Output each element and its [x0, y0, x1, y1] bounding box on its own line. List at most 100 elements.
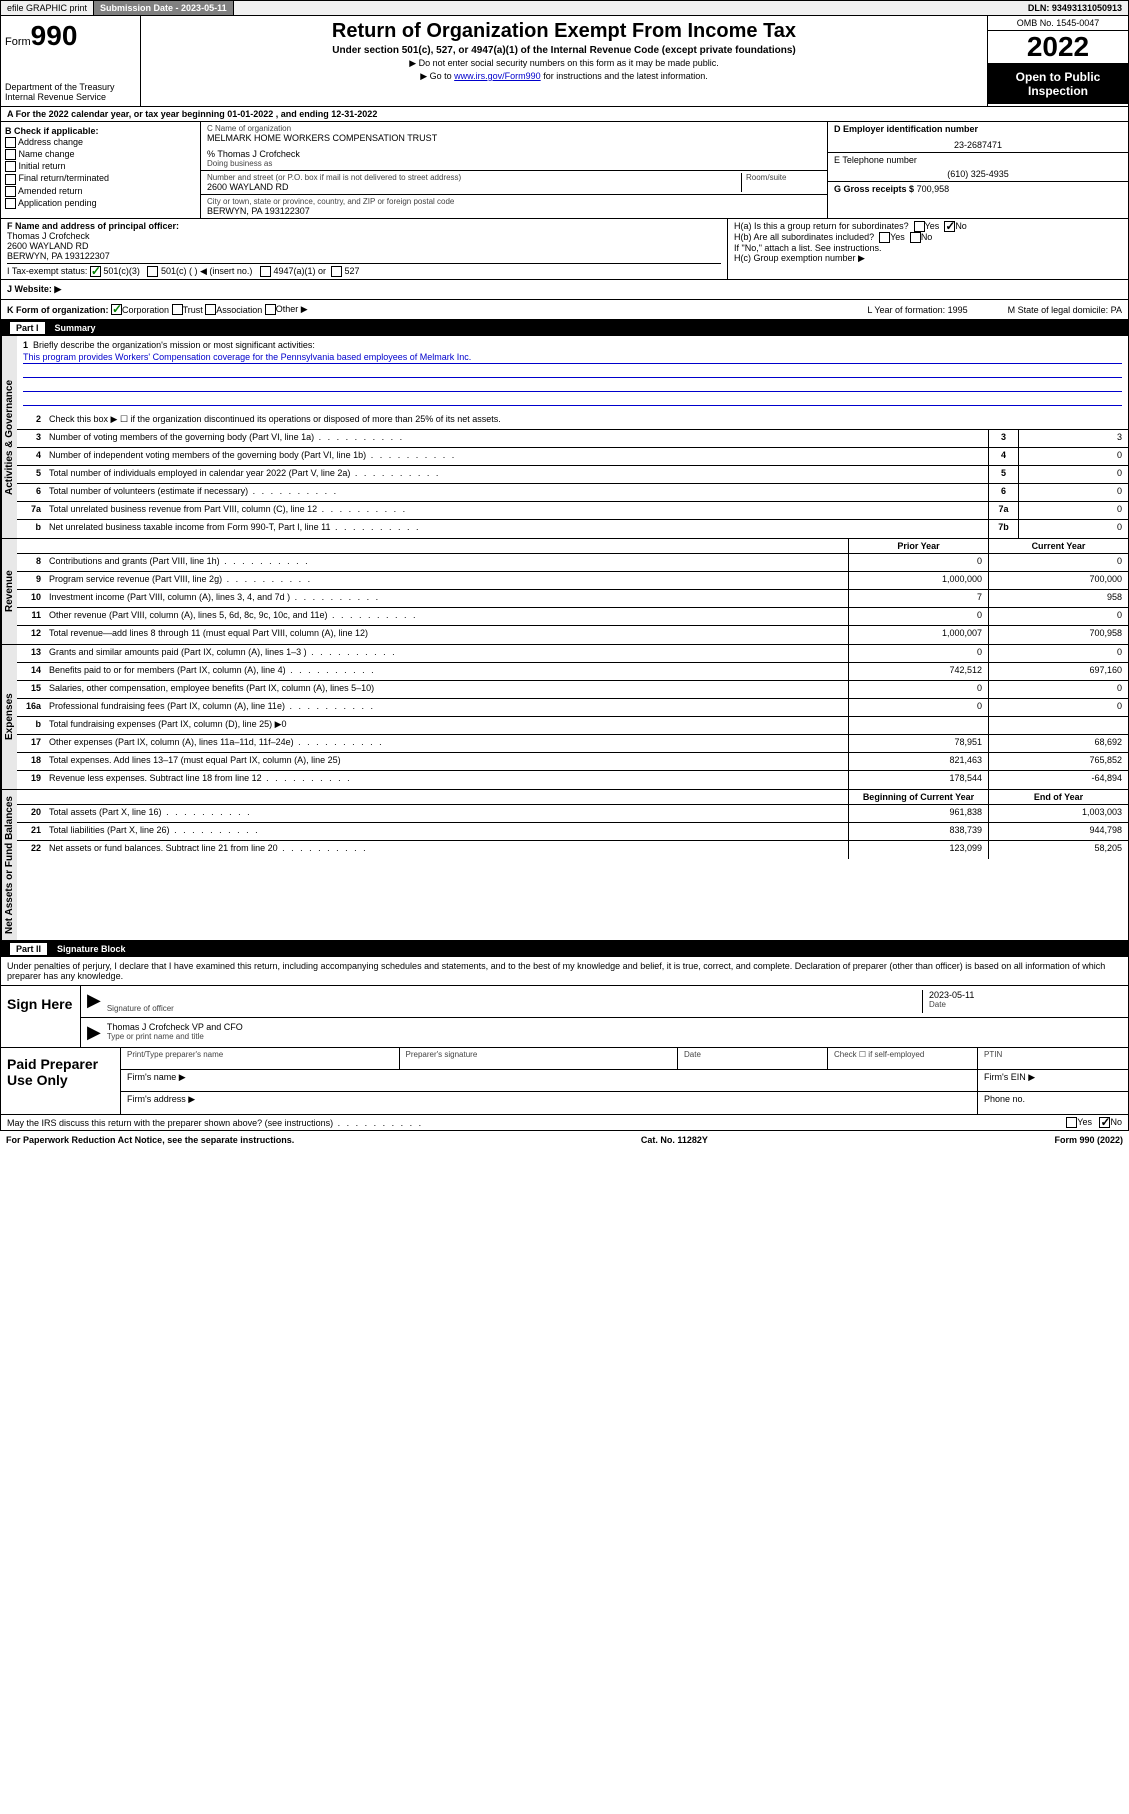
i-label: I Tax-exempt status:: [7, 266, 87, 276]
col-b-header: B Check if applicable:: [5, 126, 196, 136]
p8: 0: [848, 554, 988, 571]
submission-date-button[interactable]: Submission Date - 2023-05-11: [94, 1, 234, 15]
line1: 1 Briefly describe the organization's mi…: [17, 336, 1128, 412]
line18: Total expenses. Add lines 13–17 (must eq…: [45, 753, 848, 770]
irs-label: Internal Revenue Service: [5, 92, 136, 102]
f-name: Thomas J Crofcheck: [7, 231, 721, 241]
dba-label: Doing business as: [207, 159, 821, 168]
p12: 1,000,007: [848, 626, 988, 644]
ein-value: 23-2687471: [834, 140, 1122, 150]
p15: 0: [848, 681, 988, 698]
check-501c[interactable]: [147, 266, 158, 277]
sig-date-value: 2023-05-11: [929, 990, 1122, 1000]
phone-value: (610) 325-4935: [834, 169, 1122, 179]
side-expenses: Expenses: [1, 645, 17, 789]
line11: Other revenue (Part VIII, column (A), li…: [45, 608, 848, 625]
city-box: City or town, state or province, country…: [201, 195, 827, 218]
val7b: 0: [1018, 520, 1128, 538]
c12: 700,958: [988, 626, 1128, 644]
side-netassets: Net Assets or Fund Balances: [1, 790, 17, 940]
hc-row: H(c) Group exemption number ▶: [734, 253, 1122, 264]
check-final[interactable]: Final return/terminated: [5, 173, 196, 184]
val5: 0: [1018, 466, 1128, 483]
sig-officer-label: Signature of officer: [107, 1004, 922, 1013]
ein-box: D Employer identification number 23-2687…: [828, 122, 1128, 153]
line3: Number of voting members of the governin…: [45, 430, 988, 447]
city-label: City or town, state or province, country…: [207, 197, 821, 206]
line13: Grants and similar amounts paid (Part IX…: [45, 645, 848, 662]
k-state: M State of legal domicile: PA: [1008, 305, 1122, 315]
line20: Total assets (Part X, line 16): [45, 805, 848, 822]
footer: For Paperwork Reduction Act Notice, see …: [0, 1131, 1129, 1149]
irs-link[interactable]: www.irs.gov/Form990: [454, 71, 541, 81]
col-c-left: C Name of organization MELMARK HOME WORK…: [201, 122, 828, 218]
form-big: 990: [31, 20, 78, 51]
line7b: Net unrelated business taxable income fr…: [45, 520, 988, 538]
paid-label: Paid Preparer Use Only: [1, 1048, 121, 1114]
line15: Salaries, other compensation, employee b…: [45, 681, 848, 698]
line22: Net assets or fund balances. Subtract li…: [45, 841, 848, 859]
line2: Check this box ▶ ☐ if the organization d…: [45, 412, 1128, 429]
blank-line: [23, 366, 1122, 378]
column-b: B Check if applicable: Address change Na…: [1, 122, 201, 218]
c15: 0: [988, 681, 1128, 698]
row-j: J Website: ▶: [0, 280, 1129, 300]
spacer: [234, 6, 1022, 10]
c14: 697,160: [988, 663, 1128, 680]
efile-label[interactable]: efile GRAPHIC print: [1, 1, 94, 15]
line8: Contributions and grants (Part VIII, lin…: [45, 554, 848, 571]
dln-label: DLN: 93493131050913: [1022, 1, 1128, 15]
hdr-end: End of Year: [988, 790, 1128, 804]
top-bar: efile GRAPHIC print Submission Date - 20…: [0, 0, 1129, 16]
check-pending[interactable]: Application pending: [5, 198, 196, 209]
sign-here-row: Sign Here ▶ Signature of officer 2023-05…: [1, 985, 1128, 1047]
discuss-no[interactable]: [1099, 1117, 1110, 1128]
check-name[interactable]: Name change: [5, 149, 196, 160]
line16b: Total fundraising expenses (Part IX, col…: [45, 717, 848, 734]
org-name-box: C Name of organization MELMARK HOME WORK…: [201, 122, 827, 171]
line19: Revenue less expenses. Subtract line 18 …: [45, 771, 848, 789]
check-amended[interactable]: Amended return: [5, 186, 196, 197]
firm-name: Firm's name ▶: [121, 1070, 978, 1091]
f-addr1: 2600 WAYLAND RD: [7, 241, 721, 251]
firm-phone: Phone no.: [978, 1092, 1128, 1114]
k-other[interactable]: [265, 304, 276, 315]
p18: 821,463: [848, 753, 988, 770]
row-k: K Form of organization: Corporation Trus…: [0, 300, 1129, 320]
hdr-beg: Beginning of Current Year: [848, 790, 988, 804]
header-middle: Return of Organization Exempt From Incom…: [141, 16, 988, 106]
k-year: L Year of formation: 1995: [867, 305, 967, 315]
k-label: K Form of organization:: [7, 305, 109, 315]
val4: 0: [1018, 448, 1128, 465]
line4: Number of independent voting members of …: [45, 448, 988, 465]
c13: 0: [988, 645, 1128, 662]
phone-box: E Telephone number (610) 325-4935: [828, 153, 1128, 182]
blank-line: [23, 380, 1122, 392]
ha-no[interactable]: [944, 221, 955, 232]
ha-yes[interactable]: [914, 221, 925, 232]
column-d: D Employer identification number 23-2687…: [828, 122, 1128, 218]
arrow-icon: ▶: [87, 1022, 101, 1043]
k-trust[interactable]: [172, 304, 183, 315]
header-right: OMB No. 1545-0047 2022 Open to Public In…: [988, 16, 1128, 106]
blank-line: [23, 394, 1122, 406]
k-corp[interactable]: [111, 304, 122, 315]
hb-yes[interactable]: [879, 232, 890, 243]
check-initial[interactable]: Initial return: [5, 161, 196, 172]
gross-box: G Gross receipts $ 700,958: [828, 182, 1128, 196]
street-value: 2600 WAYLAND RD: [207, 182, 741, 192]
expenses-section: Expenses 13Grants and similar amounts pa…: [0, 645, 1129, 790]
hb-no[interactable]: [910, 232, 921, 243]
discuss-yes[interactable]: [1066, 1117, 1077, 1128]
check-address[interactable]: Address change: [5, 137, 196, 148]
check-527[interactable]: [331, 266, 342, 277]
form-ref: Form 990 (2022): [1054, 1135, 1123, 1145]
k-assoc[interactable]: [205, 304, 216, 315]
form-note2: ▶ Go to www.irs.gov/Form990 for instruct…: [149, 71, 979, 82]
check-501c3[interactable]: [90, 266, 101, 277]
c20: 1,003,003: [988, 805, 1128, 822]
line9: Program service revenue (Part VIII, line…: [45, 572, 848, 589]
pt-ptin: PTIN: [978, 1048, 1128, 1069]
check-4947[interactable]: [260, 266, 271, 277]
gross-label: G Gross receipts $: [834, 184, 914, 194]
